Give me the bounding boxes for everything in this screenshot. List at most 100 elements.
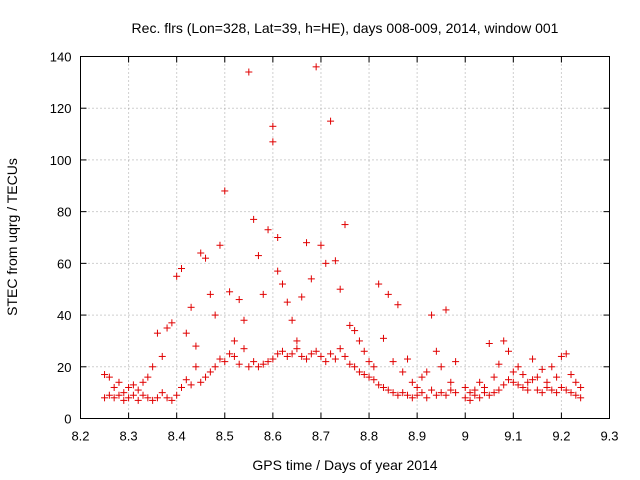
x-tick-label: 9.2 bbox=[552, 429, 570, 444]
data-point bbox=[442, 306, 450, 314]
data-point bbox=[322, 358, 330, 366]
data-point bbox=[341, 221, 349, 229]
data-point bbox=[476, 378, 484, 386]
data-point bbox=[158, 352, 166, 360]
data-point bbox=[283, 352, 291, 360]
data-point bbox=[331, 355, 339, 363]
data-point bbox=[495, 386, 503, 394]
data-point bbox=[163, 324, 171, 332]
data-point bbox=[274, 350, 282, 358]
data-point bbox=[245, 363, 253, 371]
data-point bbox=[418, 373, 426, 381]
data-point bbox=[235, 296, 243, 304]
y-tick-labels: 0 20 40 60 80 100 120 140 bbox=[50, 50, 72, 427]
data-point bbox=[375, 280, 383, 288]
data-point bbox=[519, 383, 527, 391]
data-point bbox=[144, 394, 152, 402]
data-point bbox=[298, 352, 306, 360]
data-point bbox=[461, 394, 469, 402]
data-point bbox=[312, 63, 320, 71]
data-point bbox=[288, 316, 296, 324]
x-tick-label: 8.2 bbox=[71, 429, 89, 444]
data-point bbox=[461, 383, 469, 391]
data-point bbox=[168, 396, 176, 404]
data-point bbox=[351, 327, 359, 335]
data-point bbox=[129, 381, 137, 389]
x-tick-label: 8.8 bbox=[360, 429, 378, 444]
data-point bbox=[327, 350, 335, 358]
data-point bbox=[245, 68, 253, 76]
data-point bbox=[139, 391, 147, 399]
data-point bbox=[269, 138, 277, 146]
data-point bbox=[509, 378, 517, 386]
data-point bbox=[548, 386, 556, 394]
data-point bbox=[274, 267, 282, 275]
data-point bbox=[428, 386, 436, 394]
data-point bbox=[452, 358, 460, 366]
data-point bbox=[577, 394, 585, 402]
data-point bbox=[557, 383, 565, 391]
data-point bbox=[240, 345, 248, 353]
data-point bbox=[134, 396, 142, 404]
data-point bbox=[303, 239, 311, 247]
data-point bbox=[206, 368, 214, 376]
data-point bbox=[182, 376, 190, 384]
data-point bbox=[379, 383, 387, 391]
data-point bbox=[538, 365, 546, 373]
data-point bbox=[418, 389, 426, 397]
data-point bbox=[404, 355, 412, 363]
data-point bbox=[149, 363, 157, 371]
data-point bbox=[177, 383, 185, 391]
data-point bbox=[500, 381, 508, 389]
data-point bbox=[529, 376, 537, 384]
data-point bbox=[562, 386, 570, 394]
data-point bbox=[331, 257, 339, 265]
data-point bbox=[480, 383, 488, 391]
data-point bbox=[341, 352, 349, 360]
data-point bbox=[298, 293, 306, 301]
data-point bbox=[476, 394, 484, 402]
data-point bbox=[336, 345, 344, 353]
x-tick-label: 8.5 bbox=[216, 429, 234, 444]
x-tick-label: 8.7 bbox=[312, 429, 330, 444]
data-point bbox=[437, 389, 445, 397]
x-tick-label: 8.3 bbox=[120, 429, 138, 444]
data-point bbox=[110, 394, 118, 402]
data-point bbox=[365, 358, 373, 366]
data-point bbox=[577, 383, 585, 391]
data-point bbox=[187, 381, 195, 389]
data-point bbox=[557, 352, 565, 360]
data-point bbox=[399, 368, 407, 376]
data-point bbox=[278, 280, 286, 288]
data-point bbox=[226, 288, 234, 296]
x-tick-label: 8.6 bbox=[264, 429, 282, 444]
data-point bbox=[293, 337, 301, 345]
data-point bbox=[197, 249, 205, 257]
data-point bbox=[466, 389, 474, 397]
data-point bbox=[572, 391, 580, 399]
data-point bbox=[355, 337, 363, 345]
data-point bbox=[413, 391, 421, 399]
data-point bbox=[168, 319, 176, 327]
data-point bbox=[197, 378, 205, 386]
data-point bbox=[211, 311, 219, 319]
axis-ticks bbox=[80, 56, 610, 419]
data-point bbox=[240, 316, 248, 324]
data-point bbox=[173, 272, 181, 280]
data-point bbox=[365, 373, 373, 381]
data-point bbox=[149, 396, 157, 404]
data-point bbox=[543, 378, 551, 386]
grid-lines bbox=[80, 56, 610, 419]
data-point bbox=[471, 386, 479, 394]
data-point bbox=[120, 389, 128, 397]
plot-frame bbox=[80, 56, 610, 419]
data-point bbox=[514, 381, 522, 389]
x-tick-label: 9.3 bbox=[600, 429, 618, 444]
data-point bbox=[437, 363, 445, 371]
data-point bbox=[524, 386, 532, 394]
data-point bbox=[370, 376, 378, 384]
data-point bbox=[101, 394, 109, 402]
y-tick-label: 120 bbox=[50, 101, 72, 116]
data-point bbox=[548, 363, 556, 371]
